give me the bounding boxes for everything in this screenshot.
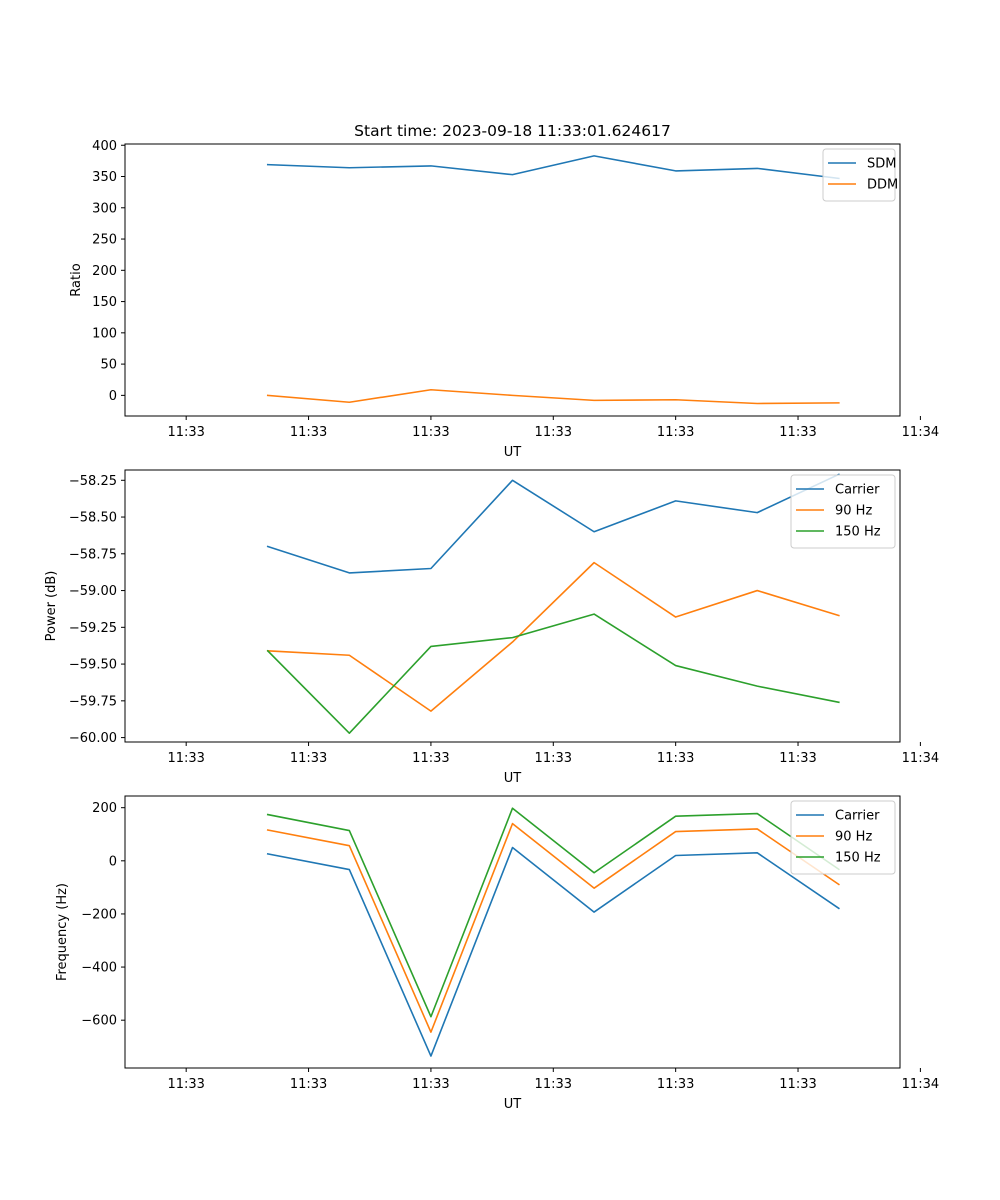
series-line-90-hz bbox=[266, 822, 840, 1033]
panel-frequency: 11:33 11:33 11:33 11:33 11:33 11:33 11:34 −600 −… bbox=[55, 795, 939, 1112]
x-tick-label: 11:33 bbox=[779, 751, 816, 766]
legend-label-sdm: SDM bbox=[867, 157, 896, 172]
legend-label-90-hz: 90 Hz bbox=[835, 830, 872, 845]
y-tick-label: 400 bbox=[92, 139, 117, 154]
y-tick-label: −59.50 bbox=[69, 658, 117, 673]
series-line-carrier bbox=[266, 473, 840, 574]
legend: Carrier 90 Hz 150 Hz bbox=[790, 800, 896, 875]
x-tick-label: 11:33 bbox=[290, 751, 327, 766]
y-tick-label: 200 bbox=[92, 801, 117, 816]
y-tick-label: −58.75 bbox=[69, 547, 117, 562]
y-tick-label: 150 bbox=[92, 295, 117, 310]
x-tick-label: 11:33 bbox=[412, 751, 449, 766]
x-tick-label: 11:33 bbox=[535, 751, 572, 766]
x-tick-label: 11:33 bbox=[167, 751, 204, 766]
y-tick-label: 300 bbox=[92, 201, 117, 216]
legend-box bbox=[790, 474, 896, 549]
legend: SDM DDM bbox=[822, 148, 898, 202]
legend: Carrier 90 Hz 150 Hz bbox=[790, 474, 896, 549]
x-axis-label: UT bbox=[504, 771, 522, 786]
legend-label-carrier: Carrier bbox=[835, 809, 880, 824]
legend-label-150-hz: 150 Hz bbox=[835, 851, 881, 866]
x-tick-label: 11:34 bbox=[902, 1077, 939, 1092]
y-axis-label: Ratio bbox=[69, 263, 84, 296]
x-tick-label: 11:33 bbox=[657, 751, 694, 766]
x-tick-label: 11:33 bbox=[167, 1077, 204, 1092]
y-tick-label: −59.00 bbox=[69, 584, 117, 599]
y-tick-label: 0 bbox=[109, 854, 117, 869]
x-tick-label: 11:34 bbox=[902, 425, 939, 440]
series-line-sdm bbox=[266, 155, 840, 180]
x-tick-label: 11:34 bbox=[902, 751, 939, 766]
legend-label-ddm: DDM bbox=[867, 178, 898, 193]
x-tick-label: 11:33 bbox=[535, 425, 572, 440]
series-line-carrier bbox=[266, 846, 840, 1057]
y-tick-label: 350 bbox=[92, 170, 117, 185]
y-tick-label: −600 bbox=[81, 1014, 117, 1029]
y-tick-label: 250 bbox=[92, 233, 117, 248]
y-tick-label: 50 bbox=[100, 358, 117, 373]
x-axis-label: UT bbox=[504, 445, 522, 460]
axes-frame bbox=[124, 795, 901, 1069]
panel-ratio: 11:33 11:33 11:33 11:33 11:33 11:33 11:34 0 50 10… bbox=[69, 139, 939, 460]
series-line-150-hz bbox=[266, 807, 840, 1018]
x-axis-label: UT bbox=[504, 1097, 522, 1112]
legend-label-carrier: Carrier bbox=[835, 483, 880, 498]
legend-box bbox=[790, 800, 896, 875]
panel-power: 11:33 11:33 11:33 11:33 11:33 11:33 11:34 −60.0… bbox=[44, 469, 939, 786]
y-tick-label: −59.75 bbox=[69, 694, 117, 709]
series-line-ddm bbox=[266, 388, 840, 405]
x-tick-label: 11:33 bbox=[657, 425, 694, 440]
y-tick-label: −58.25 bbox=[69, 474, 117, 489]
x-tick-label: 11:33 bbox=[412, 425, 449, 440]
legend-box bbox=[822, 148, 896, 202]
y-tick-label: 100 bbox=[92, 326, 117, 341]
y-tick-label: −400 bbox=[81, 961, 117, 976]
y-tick-label: −59.25 bbox=[69, 621, 117, 636]
y-axis-label: Power (dB) bbox=[44, 571, 59, 642]
axes-frame bbox=[124, 143, 901, 417]
y-tick-label: 200 bbox=[92, 264, 117, 279]
x-tick-label: 11:33 bbox=[657, 1077, 694, 1092]
x-tick-label: 11:33 bbox=[290, 1077, 327, 1092]
legend-label-150-hz: 150 Hz bbox=[835, 525, 881, 540]
y-axis-label: Frequency (Hz) bbox=[55, 883, 70, 981]
axes-frame bbox=[124, 469, 901, 743]
series-line-150-hz bbox=[266, 613, 840, 734]
x-tick-label: 11:33 bbox=[167, 425, 204, 440]
y-tick-label: −60.00 bbox=[69, 731, 117, 746]
legend-label-90-hz: 90 Hz bbox=[835, 504, 872, 519]
x-tick-label: 11:33 bbox=[779, 1077, 816, 1092]
figure-title: Start time: 2023-09-18 11:33:01.624617 bbox=[354, 122, 671, 140]
y-tick-label: −58.50 bbox=[69, 511, 117, 526]
y-tick-label: 0 bbox=[109, 389, 117, 404]
x-tick-label: 11:33 bbox=[412, 1077, 449, 1092]
series-line-90-hz bbox=[266, 561, 840, 712]
y-tick-label: −200 bbox=[81, 907, 117, 922]
x-tick-label: 11:33 bbox=[779, 425, 816, 440]
x-tick-label: 11:33 bbox=[290, 425, 327, 440]
x-tick-label: 11:33 bbox=[535, 1077, 572, 1092]
